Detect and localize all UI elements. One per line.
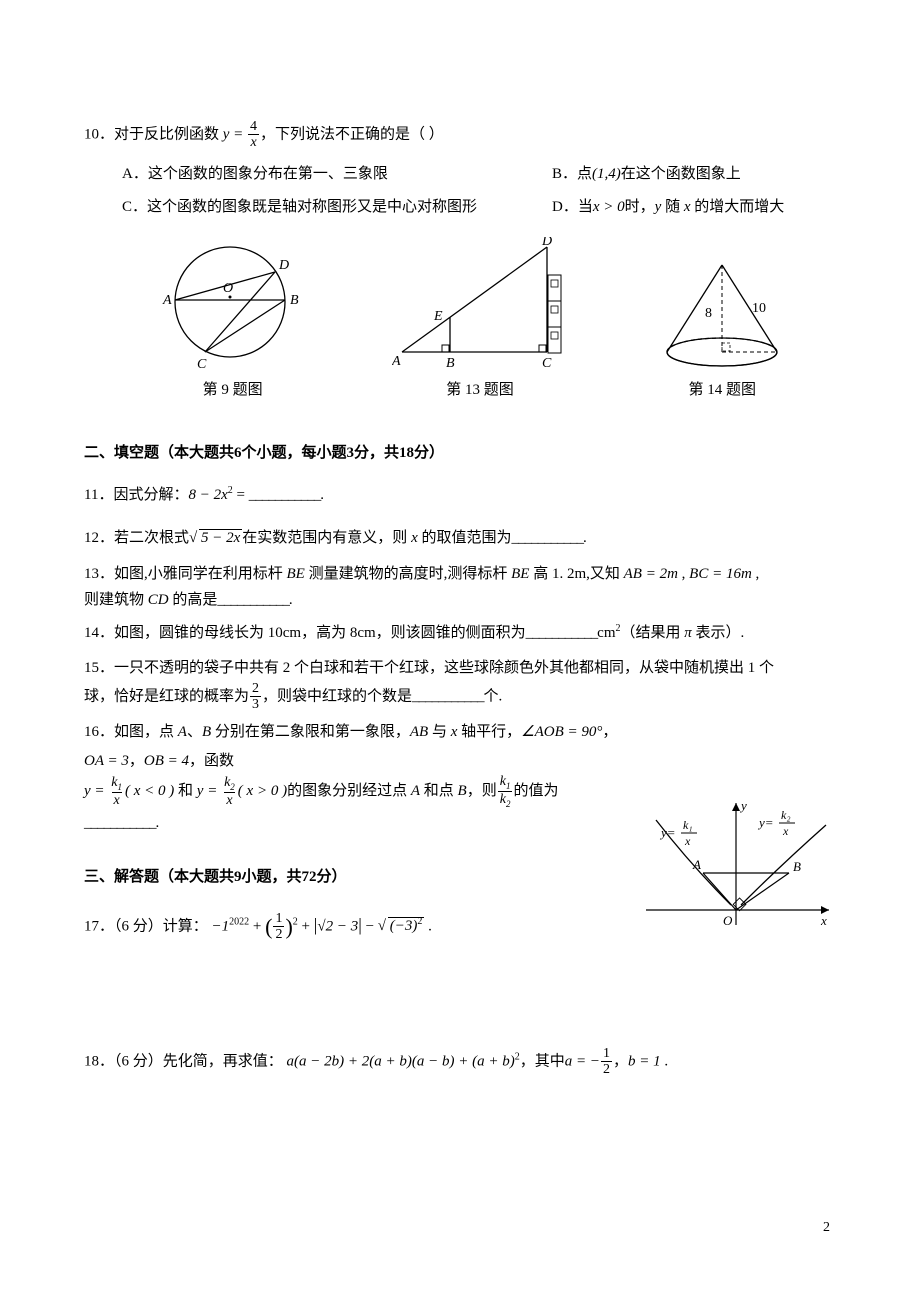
fig13-caption: 第 13 题图 [446, 376, 514, 405]
svg-text:B: B [290, 293, 299, 308]
q18: 18．（6 分）先化简，再求值： a(a − 2b) + 2(a + b)(a … [84, 1047, 836, 1077]
q12: 12．若二次根式5 − 2x在实数范围内有意义，则 x 的取值范围为______… [84, 524, 836, 553]
fig13-svg: A B C D E [392, 237, 567, 372]
q10-option-c: C．这个函数的图象既是轴对称图形又是中心对称图形 [122, 193, 502, 222]
section2-heading: 二、填空题（本大题共6个小题，每小题3分，共18分） [84, 439, 836, 468]
q10-number: 10 [84, 126, 99, 142]
svg-text:10: 10 [752, 301, 766, 316]
svg-text:A: A [392, 354, 401, 369]
q10-options: A．这个函数的图象分布在第一、三象限 B．点(1,4)在这个函数图象上 C．这个… [84, 160, 836, 221]
svg-text:y: y [739, 798, 747, 813]
svg-text:k₁: k₁ [683, 818, 693, 832]
q11: 11．因式分解：8 − 2x2 = ___________. [84, 481, 836, 510]
q14: 14．如图，圆锥的母线长为 10cm，高为 8cm，则该圆锥的侧面积为_____… [84, 619, 836, 648]
svg-text:O: O [723, 913, 733, 928]
figure-14: 8 10 第 14 题图 [650, 257, 795, 405]
svg-text:C: C [197, 357, 207, 372]
q16-svg: A B O x y y= k₁ x y= k₂ x [641, 795, 836, 935]
svg-text:D: D [278, 258, 289, 273]
page-number: 2 [823, 1215, 830, 1242]
q10-option-b: B．点(1,4)在这个函数图象上 [552, 160, 836, 189]
svg-text:C: C [542, 356, 552, 371]
q10-option-d: D．当x > 0时，y 随 x 的增大而增大 [552, 193, 836, 222]
figure-13: A B C D E 第 13 题图 [392, 237, 567, 405]
fig9-caption: 第 9 题图 [203, 376, 263, 405]
q13: 13．如图,小雅同学在利用标杆 BE 测量建筑物的高度时,测得标杆 BE 高 1… [84, 562, 836, 613]
q15: 15．一只不透明的袋子中共有 2 个白球和若干个红球，这些球除颜色外其他都相同，… [84, 654, 836, 713]
svg-text:k₂: k₂ [781, 808, 791, 822]
svg-text:B: B [446, 356, 455, 371]
q10-option-a: A．这个函数的图象分布在第一、三象限 [122, 160, 502, 189]
fig14-svg: 8 10 [650, 257, 795, 372]
svg-text:O: O [223, 281, 233, 296]
sqrt-icon: 5 − 2x [189, 524, 242, 553]
sqrt-icon: (−3)2 [378, 912, 425, 941]
svg-text:A: A [162, 293, 172, 308]
svg-text:8: 8 [705, 306, 712, 321]
figures-row: A B C D O 第 9 题图 A B C D E 第 13 [84, 237, 836, 405]
svg-text:E: E [433, 309, 443, 324]
q10-stem: 10．对于反比例函数 y = 4x，下列说法不正确的是（ ） [84, 120, 836, 150]
svg-text:A: A [692, 857, 701, 872]
fig14-caption: 第 14 题图 [689, 376, 757, 405]
fig9-svg: A B C D O [155, 242, 310, 372]
svg-text:D: D [541, 237, 552, 249]
svg-text:B: B [793, 859, 801, 874]
svg-text:x: x [820, 913, 827, 928]
q10-fraction: 4x [248, 120, 259, 150]
figure-9: A B C D O 第 9 题图 [155, 242, 310, 405]
q16-graph: A B O x y y= k₁ x y= k₂ x [641, 795, 836, 946]
svg-text:y=: y= [757, 815, 774, 830]
svg-text:x: x [782, 824, 789, 838]
svg-text:x: x [684, 834, 691, 848]
svg-text:y=: y= [659, 825, 676, 840]
